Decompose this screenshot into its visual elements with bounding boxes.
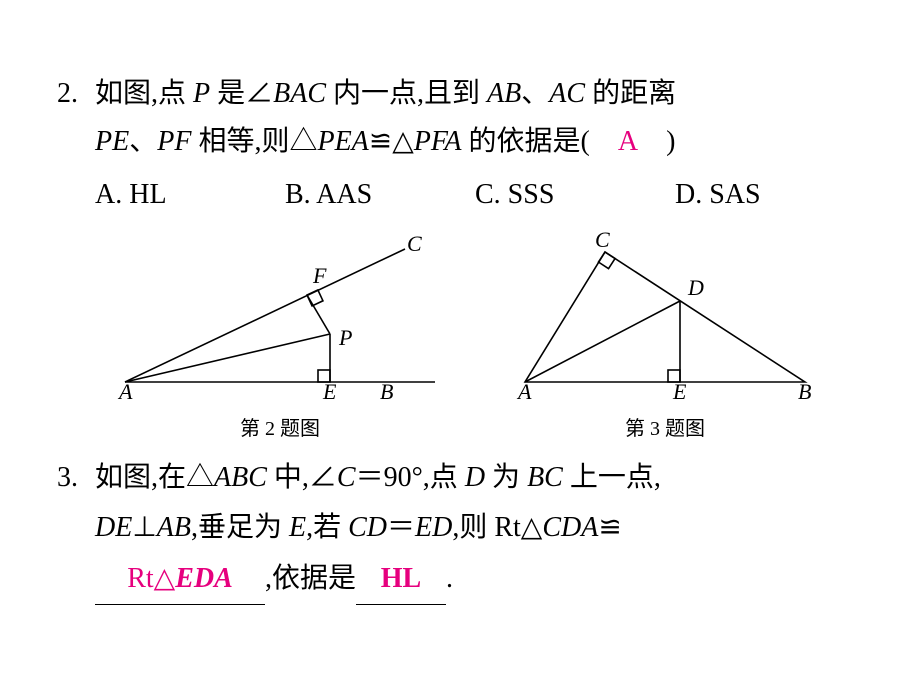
q3-eq90: ＝90°,点 <box>356 462 465 493</box>
caption-2: 第 2 题图 <box>95 412 465 441</box>
q3-ans2: HL <box>381 563 421 594</box>
q2-P: P <box>193 78 210 109</box>
option-c: C. SSS <box>475 171 675 219</box>
q2-t3: 内一点,且到 <box>326 78 487 109</box>
q3-CDA: CDA <box>542 512 598 543</box>
q2-PEA: PEA <box>317 126 368 157</box>
q3-DE: DE <box>95 512 132 543</box>
q3-t6: ,若 <box>306 512 348 543</box>
fig3-label-A: A <box>516 379 532 402</box>
q2-t6: 的依据是( <box>462 126 618 157</box>
option-d: D. SAS <box>675 171 761 219</box>
q2-comma: 、 <box>129 126 157 157</box>
q3-BC: BC <box>527 462 563 493</box>
fig3-label-B: B <box>798 379 811 402</box>
q2-PF: PF <box>157 126 191 157</box>
q3-cong: ≌ <box>598 512 621 543</box>
q2-t1: 如图,点 <box>95 78 193 109</box>
q2-PE: PE <box>95 126 129 157</box>
q2-AB: AB <box>487 78 521 109</box>
q3-number: 3. <box>57 453 95 503</box>
q2-BAC: BAC <box>273 78 326 109</box>
q3-perp: ⊥ <box>132 512 156 543</box>
q3-t2: 中,∠ <box>267 462 337 493</box>
q2-sep: 、 <box>521 78 549 109</box>
option-b: B. AAS <box>285 171 475 219</box>
q3-period: . <box>446 563 453 594</box>
q2-t7: ) <box>638 126 675 157</box>
q2-cong: ≌ <box>369 126 392 157</box>
fig2-label-A: A <box>117 379 133 402</box>
fig3-label-D: D <box>687 275 704 300</box>
fig2-label-B: B <box>380 379 393 402</box>
fig2-label-F: F <box>312 263 327 288</box>
q3-ED: ED <box>415 512 452 543</box>
q3-t3: 为 <box>485 462 527 493</box>
fig3-label-E: E <box>672 379 687 402</box>
q2-tri: △ <box>392 126 414 157</box>
q3-C: C <box>337 462 356 493</box>
q2-t5: 相等,则△ <box>191 126 317 157</box>
q3-E: E <box>289 512 306 543</box>
q3-AB: AB <box>157 512 191 543</box>
q3-t5: ,垂足为 <box>191 512 289 543</box>
q3-D: D <box>465 462 485 493</box>
q2-t4: 的距离 <box>585 78 676 109</box>
q3-CD: CD <box>348 512 387 543</box>
q3-t1: 如图,在△ <box>95 462 214 493</box>
q3-ans1b: EDA <box>175 563 233 594</box>
figure-3: A B E C D 第 3 题图 <box>505 227 825 441</box>
q3-ABC: ABC <box>214 462 267 493</box>
q2-t2: 是∠ <box>210 78 273 109</box>
q3-blank1: Rt△EDA <box>95 554 265 605</box>
q2-number: 2. <box>57 70 95 118</box>
fig2-label-E: E <box>322 379 337 402</box>
figure-2: A B E C F P 第 2 题图 <box>95 227 465 441</box>
q2-options: A. HL B. AAS C. SSS D. SAS <box>95 171 860 219</box>
q3-t7: ,则 Rt△ <box>452 512 542 543</box>
q3-ans1a: Rt△ <box>127 563 175 594</box>
fig2-label-P: P <box>338 325 352 350</box>
q2-answer: A <box>618 126 638 157</box>
q3-t8: ,依据是 <box>265 563 356 594</box>
q2-AC: AC <box>549 78 585 109</box>
fig2-label-C: C <box>407 231 422 256</box>
q3-t4: 上一点, <box>563 462 661 493</box>
q2-PFA: PFA <box>414 126 462 157</box>
caption-3: 第 3 题图 <box>505 412 825 441</box>
q3-blank2: HL <box>356 554 446 605</box>
fig3-label-C: C <box>595 227 610 252</box>
q3-eq: ＝ <box>387 512 415 543</box>
option-a: A. HL <box>95 171 285 219</box>
